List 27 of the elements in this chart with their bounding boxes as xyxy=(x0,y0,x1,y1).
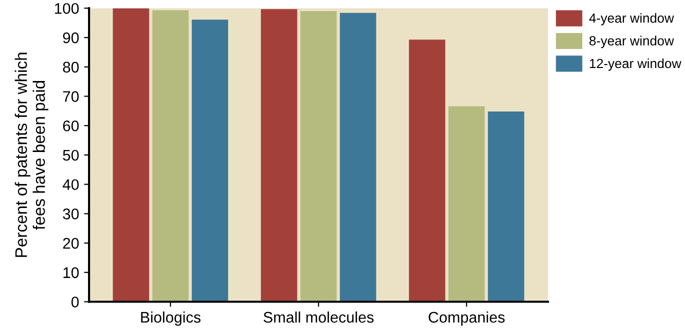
y-tick-label: 60 xyxy=(63,120,79,132)
y-tick-label: 40 xyxy=(62,179,79,190)
y-tick-label: 50 xyxy=(62,150,79,161)
bar xyxy=(260,9,298,302)
bar xyxy=(340,12,376,302)
y-tick-label: 70 xyxy=(63,91,79,102)
y-tick-label: 30 xyxy=(62,208,79,220)
bar xyxy=(408,40,446,302)
y-tick-label: 0 xyxy=(71,296,79,308)
bar xyxy=(448,106,485,302)
y-axis-title: Percent of patents for which fees have been paid xyxy=(14,52,48,257)
y-tick-label: 10 xyxy=(64,267,79,278)
x-tick-label: Companies xyxy=(428,311,505,326)
bar xyxy=(192,20,228,302)
bar xyxy=(112,8,150,302)
legend-label: 4-year window xyxy=(589,13,674,26)
y-tick-label: 100 xyxy=(55,3,79,14)
y-tick-label: 20 xyxy=(63,238,79,249)
y-tick-label: 90 xyxy=(63,32,79,44)
legend-label: 8-year window xyxy=(589,36,674,48)
legend-label: 12-year window xyxy=(590,58,682,71)
x-tick-label: Biologics xyxy=(141,311,200,326)
bar xyxy=(300,11,337,302)
x-tick-label: Small molecules xyxy=(264,311,374,323)
bar xyxy=(488,112,524,302)
bar xyxy=(152,10,189,302)
y-tick-label: 80 xyxy=(63,62,79,73)
